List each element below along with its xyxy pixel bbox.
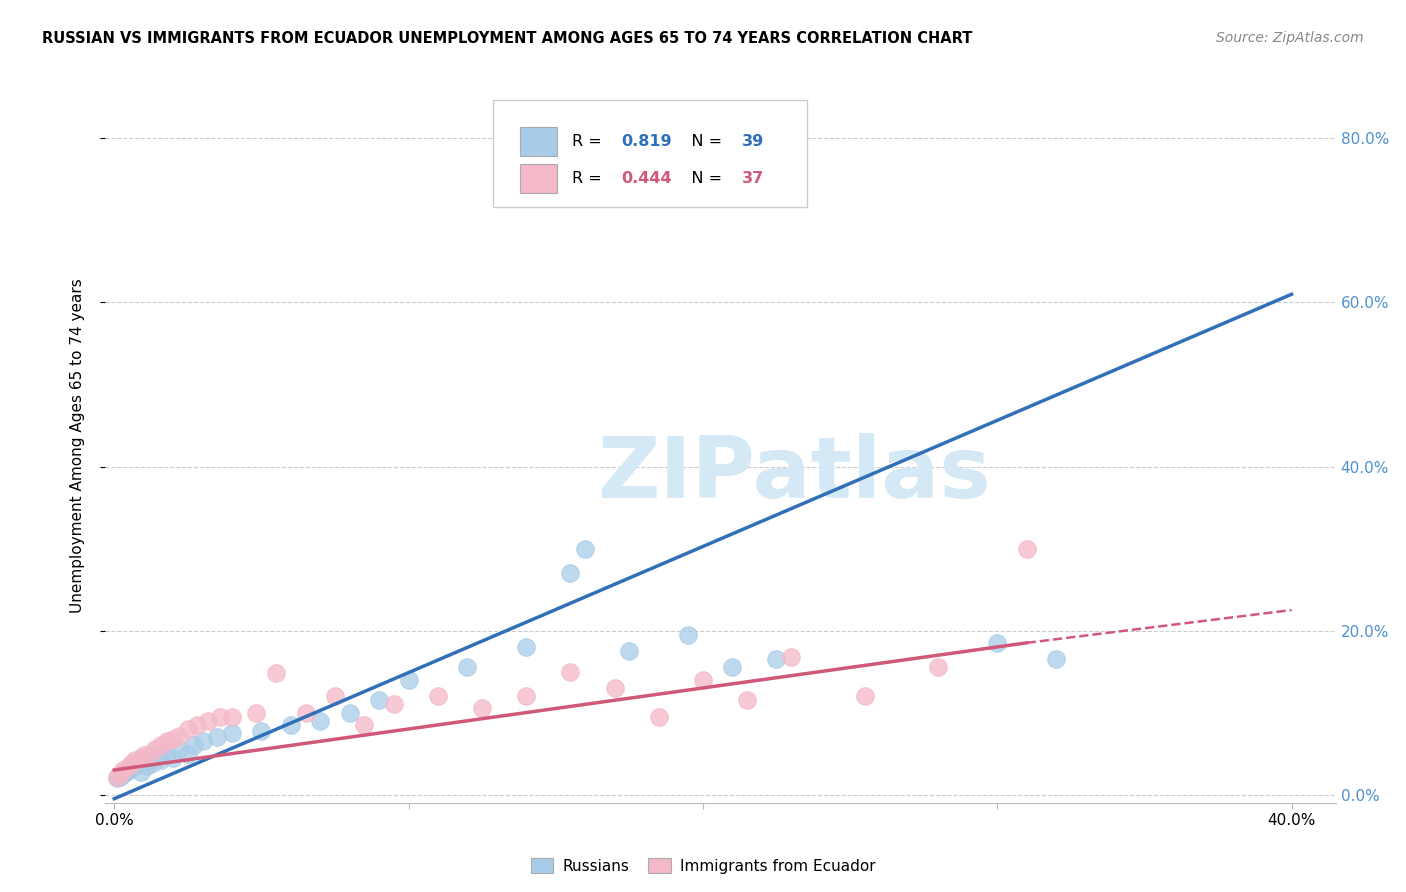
- Point: [108, 770, 131, 784]
- Point: [112, 763, 135, 777]
- Point: [183, 739, 205, 753]
- Y-axis label: Unemployment Among Ages 65 to 74 years: Unemployment Among Ages 65 to 74 years: [70, 278, 84, 614]
- Point: [121, 756, 143, 771]
- Point: [515, 689, 537, 703]
- Point: [398, 673, 420, 687]
- Text: RUSSIAN VS IMMIGRANTS FROM ECUADOR UNEMPLOYMENT AMONG AGES 65 TO 74 YEARS CORREL: RUSSIAN VS IMMIGRANTS FROM ECUADOR UNEMP…: [42, 31, 973, 46]
- Point: [105, 770, 128, 784]
- Point: [197, 714, 219, 728]
- Point: [245, 706, 267, 720]
- Point: [603, 681, 626, 695]
- Point: [150, 753, 173, 767]
- Text: 39: 39: [741, 134, 763, 149]
- Point: [339, 706, 361, 720]
- Text: ZIPatlas: ZIPatlas: [598, 433, 991, 516]
- Point: [619, 644, 641, 658]
- Point: [368, 693, 391, 707]
- Text: N =: N =: [676, 134, 727, 149]
- Text: 0.444: 0.444: [621, 171, 672, 186]
- Point: [264, 666, 287, 681]
- Point: [721, 660, 744, 674]
- FancyBboxPatch shape: [494, 100, 807, 207]
- Point: [167, 742, 190, 756]
- Point: [676, 627, 699, 641]
- Point: [186, 718, 208, 732]
- Point: [118, 759, 141, 773]
- Point: [162, 750, 184, 764]
- Legend: Russians, Immigrants from Ecuador: Russians, Immigrants from Ecuador: [524, 852, 882, 880]
- Point: [129, 750, 152, 764]
- Point: [648, 709, 671, 723]
- Point: [132, 748, 155, 763]
- Point: [156, 747, 179, 761]
- Point: [167, 729, 190, 743]
- Point: [323, 689, 346, 703]
- Point: [138, 747, 160, 761]
- Point: [129, 764, 152, 779]
- Point: [427, 689, 450, 703]
- Point: [135, 759, 157, 773]
- Text: 37: 37: [741, 171, 763, 186]
- Point: [124, 759, 146, 773]
- Text: Source: ZipAtlas.com: Source: ZipAtlas.com: [1216, 31, 1364, 45]
- Point: [207, 730, 229, 744]
- Point: [250, 723, 273, 738]
- Point: [515, 640, 537, 654]
- Point: [150, 739, 173, 753]
- Text: N =: N =: [676, 171, 727, 186]
- Point: [456, 660, 478, 674]
- Point: [105, 771, 128, 785]
- Point: [309, 714, 332, 728]
- Point: [927, 660, 949, 674]
- Text: 0.819: 0.819: [621, 134, 672, 149]
- FancyBboxPatch shape: [520, 127, 557, 155]
- FancyBboxPatch shape: [520, 164, 557, 193]
- Point: [221, 709, 243, 723]
- Point: [765, 652, 787, 666]
- Point: [121, 761, 143, 775]
- Point: [574, 541, 596, 556]
- Point: [156, 734, 179, 748]
- Text: R =: R =: [572, 171, 606, 186]
- Point: [280, 718, 302, 732]
- Point: [853, 689, 876, 703]
- Point: [177, 747, 200, 761]
- Point: [127, 756, 149, 771]
- Point: [138, 753, 160, 767]
- Point: [221, 726, 243, 740]
- Point: [118, 763, 141, 777]
- Point: [132, 755, 155, 769]
- Point: [735, 693, 758, 707]
- Text: R =: R =: [572, 134, 606, 149]
- Point: [294, 706, 316, 720]
- Point: [145, 742, 167, 756]
- Point: [560, 566, 582, 581]
- Point: [209, 709, 232, 723]
- Point: [191, 734, 214, 748]
- Point: [1015, 541, 1038, 556]
- Point: [162, 731, 184, 746]
- Point: [471, 701, 494, 715]
- Point: [141, 756, 163, 771]
- Point: [560, 665, 582, 679]
- Point: [1045, 652, 1067, 666]
- Point: [986, 636, 1008, 650]
- Point: [692, 673, 714, 687]
- Point: [177, 722, 200, 736]
- Point: [112, 767, 135, 781]
- Point: [780, 649, 803, 664]
- Point: [148, 748, 170, 763]
- Point: [124, 753, 146, 767]
- Point: [115, 764, 138, 779]
- Point: [353, 718, 375, 732]
- Point: [382, 698, 405, 712]
- Point: [108, 767, 131, 781]
